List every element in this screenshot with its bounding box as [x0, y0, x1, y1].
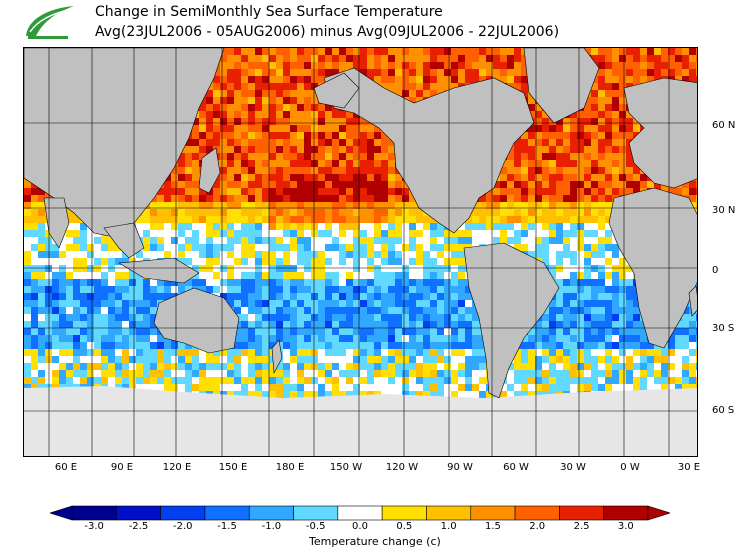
color-scale-title: Temperature change (c) [309, 535, 441, 548]
colorbar-tick-label: 2.5 [573, 521, 590, 532]
colorbar-swatch [514, 505, 560, 521]
colorbar-swatch [248, 505, 294, 521]
sst-map-canvas [24, 48, 697, 456]
madagascar [688, 285, 697, 317]
colorbar-tick-label: 0.0 [352, 521, 368, 532]
colorbar-tick-label: -1.0 [261, 521, 282, 532]
colorbar-swatch [603, 505, 649, 521]
colorbar-tick-label: -2.0 [173, 521, 193, 532]
india [43, 197, 70, 249]
colorbar-tick-label: -3.0 [84, 521, 104, 532]
colorbar-swatch [71, 505, 117, 521]
longitude-label: 90 E [110, 462, 134, 473]
longitude-label: 60 W [503, 462, 529, 473]
longitude-label: 120 W [385, 462, 419, 473]
colorbar-tick-label: 1.0 [440, 521, 457, 532]
colorbar-tick-label: 2.0 [529, 521, 546, 532]
australia [153, 287, 240, 354]
antarctica [24, 386, 697, 456]
colorbar-max-arrow [647, 505, 670, 521]
latitude-label: 60 S [712, 405, 735, 416]
south-america [463, 242, 560, 399]
longitude-label: 0 W [620, 462, 640, 473]
greenland [523, 48, 600, 124]
graticule [24, 48, 697, 456]
colorbar-tick-label: -0.5 [305, 521, 326, 532]
colorbar-swatch [470, 505, 516, 521]
latitude-label: 30 N [712, 205, 736, 216]
latitude-label: 60 N [712, 120, 736, 131]
longitude-label: 150 E [218, 462, 248, 473]
north-america [323, 67, 535, 234]
colorbar-swatch [337, 505, 383, 521]
colorbar-tick-label: 1.5 [484, 521, 501, 532]
title-line-2: Avg(23JUL2006 - 05AUG2006) minus Avg(09J… [95, 24, 560, 40]
new-zealand [271, 339, 283, 375]
longitude-label: 30 E [677, 462, 701, 473]
colorbar-swatch [160, 505, 206, 521]
colorbar-swatch [293, 505, 339, 521]
colorbar-tick-label: -2.5 [128, 521, 149, 532]
longitude-label: 30 W [560, 462, 586, 473]
colorbar-tick-label: 0.5 [396, 521, 413, 532]
latitude-label: 0 [712, 265, 719, 276]
title-line-1: Change in SemiMonthly Sea Surface Temper… [95, 4, 443, 20]
colorbar-swatch [116, 505, 161, 521]
colorbar-tick-label: -1.5 [217, 521, 237, 532]
longitude-label: 120 E [162, 462, 192, 473]
colorbar-swatch [559, 505, 604, 521]
colorbar-tick-label: 3.0 [617, 521, 634, 532]
color-scale-bar [50, 505, 670, 521]
colorbar-swatch [426, 505, 472, 521]
longitude-label: 150 W [329, 462, 363, 473]
colorbar-swatch [204, 505, 250, 521]
map-title: Change in SemiMonthly Sea Surface Temper… [95, 2, 559, 42]
japan [198, 147, 221, 194]
agency-logo [26, 6, 74, 39]
colorbar-swatch [381, 505, 427, 521]
logo-leaf-icon [26, 6, 74, 36]
longitude-label: 60 E [54, 462, 78, 473]
longitude-label: 90 W [447, 462, 473, 473]
longitude-label: 180 E [275, 462, 305, 473]
sst-map [23, 47, 698, 457]
colorbar-min-arrow [50, 505, 73, 521]
indonesia [118, 257, 200, 284]
alaska [313, 72, 360, 109]
latitude-label: 30 S [712, 323, 735, 334]
